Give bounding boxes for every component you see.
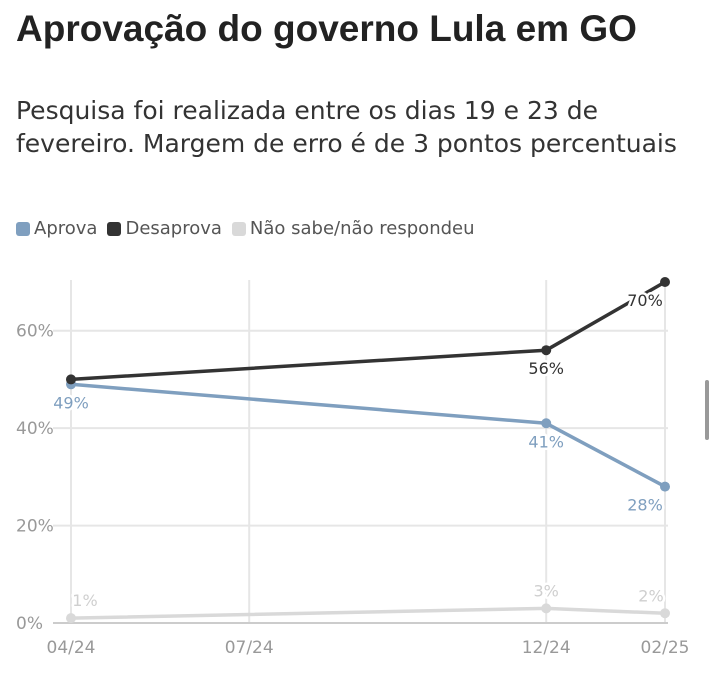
data-label: 28% xyxy=(627,496,663,515)
data-label: 1% xyxy=(72,591,97,610)
data-label: 3% xyxy=(534,581,559,600)
legend-swatch-desaprova xyxy=(107,221,122,236)
y-tick-label: 40% xyxy=(16,419,54,439)
data-label-halo: 49% xyxy=(53,393,89,412)
legend-label-desaprova: Desaprova xyxy=(125,218,222,239)
chart-subtitle: Pesquisa foi realizada entre os dias 19 … xyxy=(16,96,677,158)
data-point xyxy=(66,613,76,624)
data-label: 70% xyxy=(627,291,663,310)
legend-swatch-nao-sabe xyxy=(231,221,246,236)
data-label-halo: 1% xyxy=(72,591,97,610)
y-tick-label: 20% xyxy=(16,517,54,537)
data-point xyxy=(541,418,552,429)
series-line-aprova xyxy=(70,382,666,489)
data-point xyxy=(541,345,552,356)
legend-label-nao-sabe: Não sabe/não respondeu xyxy=(249,218,475,239)
x-tick-label: 07/24 xyxy=(225,638,274,658)
data-label: 2% xyxy=(638,586,663,605)
series-line-n-o-sabe-n-o-respondeu xyxy=(70,606,666,620)
data-point xyxy=(660,481,670,492)
data-label: 56% xyxy=(528,359,564,378)
data-point xyxy=(66,374,76,385)
y-tick-label: 60% xyxy=(16,322,54,342)
data-label-halo: 3% xyxy=(534,581,559,600)
chart-title: Aprovação do governo Lula em GO xyxy=(16,8,637,49)
x-tick-label: 02/25 xyxy=(641,638,690,658)
data-point xyxy=(660,277,670,287)
y-tick-label: 0% xyxy=(16,614,43,634)
legend-label-aprova: Aprova xyxy=(34,218,98,239)
data-point xyxy=(541,603,552,614)
data-label-halo: 2% xyxy=(638,586,663,605)
data-label-halo: 28% xyxy=(627,496,663,515)
data-label-halo: 70% xyxy=(627,291,663,310)
data-label-halo: 41% xyxy=(528,432,564,451)
legend-item-aprova[interactable]: Aprova xyxy=(16,218,97,239)
legend: Aprova Desaprova Não sabe/não respondeu xyxy=(16,218,485,239)
data-label-halo: 56% xyxy=(528,359,564,378)
x-tick-label: 04/24 xyxy=(47,638,96,658)
data-label: 41% xyxy=(528,432,564,451)
legend-item-nao-sabe[interactable]: Não sabe/não respondeu xyxy=(231,218,475,239)
data-point xyxy=(660,608,670,619)
scrollbar[interactable] xyxy=(705,380,709,440)
x-tick-label: 12/24 xyxy=(522,638,571,658)
legend-swatch-aprova xyxy=(16,221,30,236)
legend-item-desaprova[interactable]: Desaprova xyxy=(107,218,222,239)
data-label: 49% xyxy=(53,393,89,412)
